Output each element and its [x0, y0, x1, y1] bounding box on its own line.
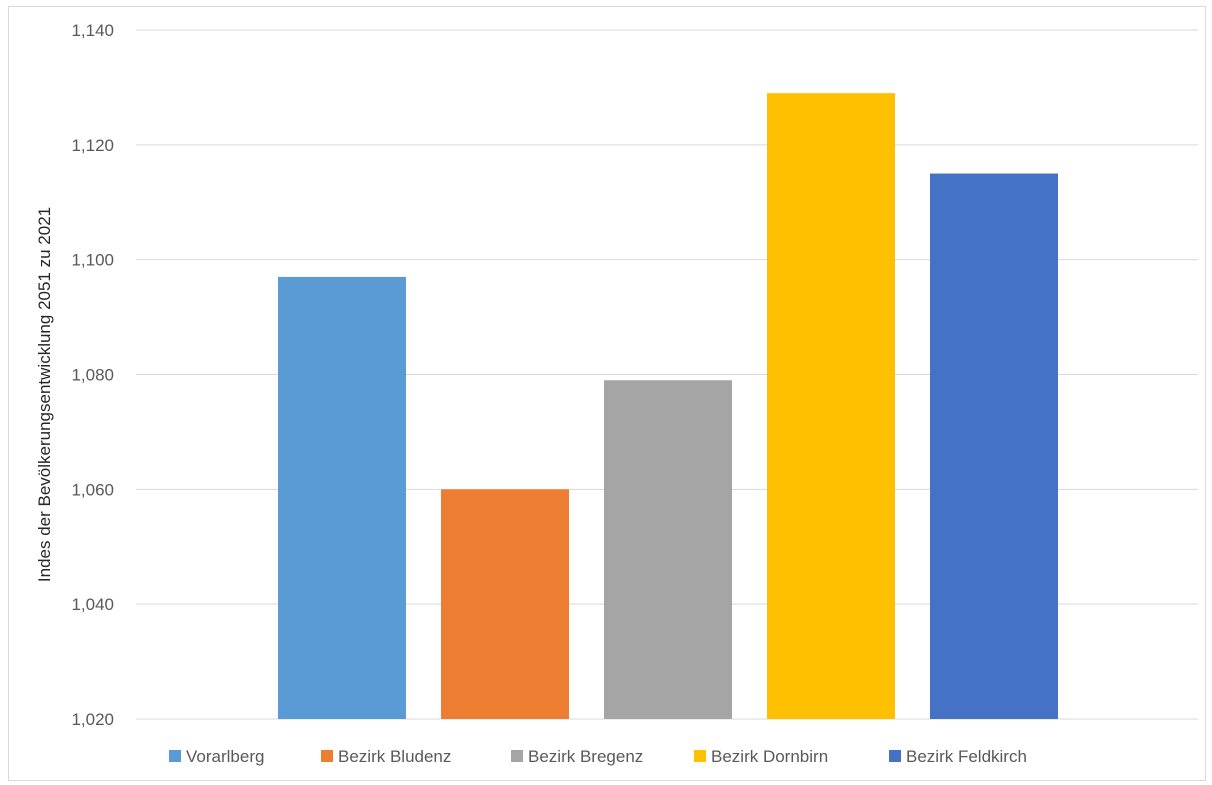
legend-label: Bezirk Feldkirch [906, 747, 1027, 766]
y-tick-label: 1,120 [71, 136, 114, 155]
legend: Vorarlberg Bezirk Bludenz Bezirk Bregenz Be… [169, 747, 1027, 766]
bar-bezirk-bludenz [441, 489, 569, 719]
y-tick-label: 1,020 [71, 710, 114, 729]
legend-label: Bezirk Bregenz [528, 747, 643, 766]
legend-swatch [321, 750, 333, 762]
y-tick-label: 1,100 [71, 251, 114, 270]
legend-swatch [889, 750, 901, 762]
y-tick-label: 1,080 [71, 366, 114, 385]
legend-label: Vorarlberg [186, 747, 264, 766]
y-axis-title: Indes der Bevölkerungsentwicklung 2051 z… [35, 207, 54, 582]
y-tick-label: 1,140 [71, 21, 114, 40]
bars [278, 93, 1058, 720]
bar-chart: 1,020 1,040 1,060 1,080 1,100 1,120 1,140 Inde… [35, 21, 1198, 766]
bar-bezirk-dornbirn [767, 93, 895, 720]
legend-swatch [694, 750, 706, 762]
legend-label: Bezirk Bludenz [338, 747, 451, 766]
bar-vorarlberg [278, 276, 406, 719]
bar-bezirk-bregenz [604, 380, 732, 719]
legend-swatch [169, 750, 181, 762]
legend-swatch [511, 750, 523, 762]
y-tick-label: 1,040 [71, 595, 114, 614]
bar-bezirk-feldkirch [930, 173, 1058, 719]
legend-label: Bezirk Dornbirn [711, 747, 828, 766]
y-axis-ticks: 1,020 1,040 1,060 1,080 1,100 1,120 1,140 [71, 21, 114, 729]
chart-frame: 1,020 1,040 1,060 1,080 1,100 1,120 1,140 Inde… [8, 6, 1206, 781]
y-tick-label: 1,060 [71, 480, 114, 499]
